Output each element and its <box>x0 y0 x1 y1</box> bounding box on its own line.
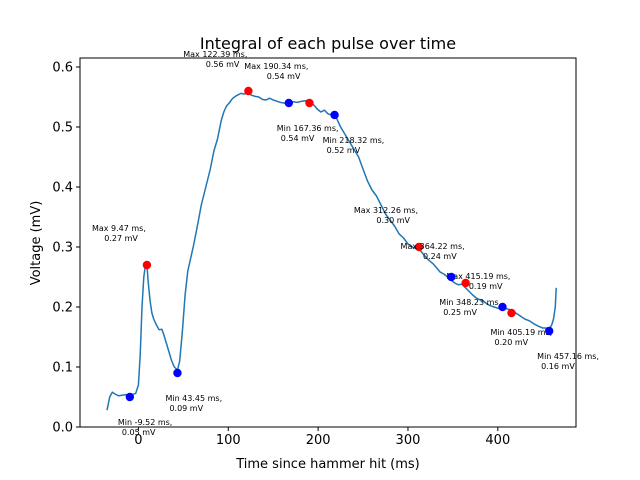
y-tick-label: 0.3 <box>52 241 73 256</box>
min-annotation: Min 348.23 ms, 0.25 mV <box>439 298 501 317</box>
min-annotation: Min 43.45 ms, 0.09 mV <box>165 394 222 413</box>
x-axis-label: Time since hammer hit (ms) <box>235 457 420 472</box>
max-annotation: Max 190.34 ms, 0.54 mV <box>244 62 308 81</box>
max-annotation: Max 122.39 ms, 0.56 mV <box>183 50 247 69</box>
min-marker <box>173 368 182 378</box>
y-tick-label: 0.4 <box>52 181 73 196</box>
x-tick-label: 0 <box>134 433 142 448</box>
min-marker <box>447 272 456 282</box>
max-annotation: Max 312.26 ms, 0.30 mV <box>354 206 418 225</box>
max-marker <box>244 86 253 96</box>
max-annotation: Max 9.47 ms, 0.27 mV <box>92 224 146 243</box>
y-tick-label: 0.1 <box>52 361 73 376</box>
min-marker <box>498 302 507 312</box>
max-marker <box>305 98 314 108</box>
max-marker <box>461 278 470 288</box>
max-annotation: Max 364.22 ms, 0.24 mV <box>401 242 465 261</box>
max-marker <box>414 242 424 252</box>
max-annotation: Max 415.19 ms, 0.19 mV <box>446 272 510 291</box>
max-marker <box>507 308 516 318</box>
y-tick-label: 0.2 <box>52 301 73 316</box>
plot-area: 0 100 200 300 400 0.0 0.1 0.2 0.3 0.4 0.5 0.6 Max 9.… <box>52 50 599 448</box>
y-tick-label: 0.6 <box>52 61 73 76</box>
min-annotation: Min 167.36 ms, 0.54 mV <box>277 124 339 143</box>
x-tick-label: 400 <box>485 433 510 448</box>
y-axis-label: Voltage (mV) <box>29 201 44 286</box>
min-marker <box>330 110 339 120</box>
y-tick-label: 0.5 <box>52 121 73 136</box>
max-marker <box>142 260 152 270</box>
min-marker <box>544 326 554 336</box>
y-tick-label: 0.0 <box>52 421 73 436</box>
min-annotation: Min 218.32 ms, 0.52 mV <box>323 136 385 155</box>
x-tick-label: 100 <box>216 433 241 448</box>
min-marker <box>284 98 293 108</box>
x-tick-label: 200 <box>306 433 331 448</box>
min-annotation: Min -9.52 ms, 0.05 mV <box>118 418 172 437</box>
axes-frame <box>79 57 577 428</box>
min-annotation: Min 405.19 ms, 0.20 mV <box>490 328 552 347</box>
chart-title: Integral of each pulse over time <box>200 34 456 53</box>
min-annotation: Min 457.16 ms, 0.16 mV <box>537 352 599 371</box>
min-marker <box>125 392 135 402</box>
x-tick-label: 300 <box>396 433 421 448</box>
